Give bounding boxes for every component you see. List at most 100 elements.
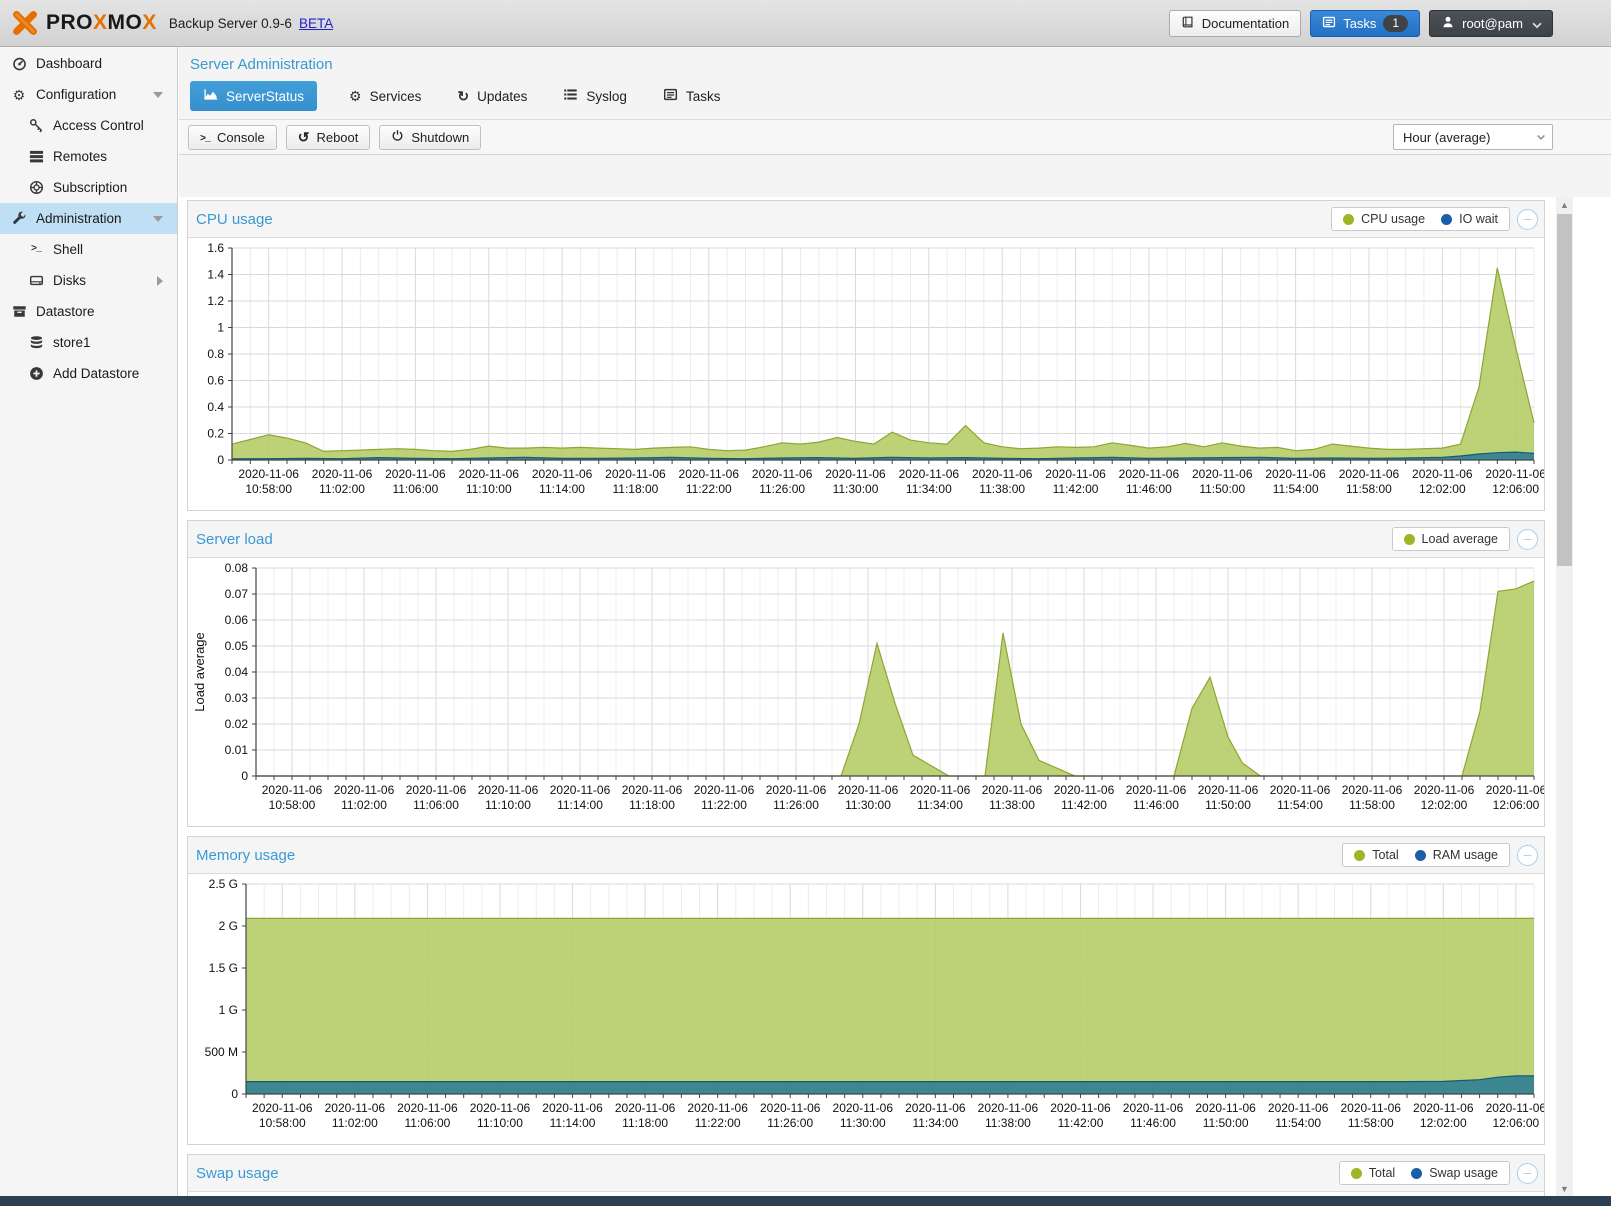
sidebar-item-subscription[interactable]: Subscription <box>0 172 177 203</box>
svg-text:12:06:00: 12:06:00 <box>1492 1116 1539 1130</box>
user-menu-button[interactable]: root@pam <box>1429 9 1553 37</box>
legend-item-io-wait[interactable]: IO wait <box>1441 212 1498 226</box>
svg-text:11:46:00: 11:46:00 <box>1126 482 1172 496</box>
svg-text:11:38:00: 11:38:00 <box>989 798 1035 812</box>
svg-text:2020-11-06: 2020-11-06 <box>679 467 740 481</box>
sidebar-item-label: Subscription <box>53 180 128 195</box>
tab-syslog[interactable]: Syslog <box>559 81 631 111</box>
chevron-down-icon <box>1530 131 1552 143</box>
reboot-button[interactable]: ↺ Reboot <box>285 124 371 150</box>
svg-text:1: 1 <box>217 321 224 335</box>
svg-text:0.01: 0.01 <box>225 743 249 757</box>
sidebar-item-disks[interactable]: Disks <box>0 265 177 296</box>
charts-region: CPU usage CPU usage IO wait – 0 0.2 0.4 0.6 0.8 1… <box>179 197 1611 1196</box>
tasks-button[interactable]: Tasks 1 <box>1310 9 1421 37</box>
area-chart-icon <box>203 87 218 105</box>
svg-text:2020-11-06: 2020-11-06 <box>1195 1101 1256 1115</box>
legend-item-ram-usage[interactable]: RAM usage <box>1414 848 1498 862</box>
panel-title: CPU usage <box>196 210 273 228</box>
svg-text:10:58:00: 10:58:00 <box>259 1116 306 1130</box>
tab-updates[interactable]: ↻ Updates <box>453 83 531 110</box>
svg-text:0.07: 0.07 <box>225 587 249 601</box>
panel-title: Swap usage <box>196 1164 279 1182</box>
collapse-panel-button[interactable]: – <box>1517 1162 1538 1184</box>
sidebar-item-store1[interactable]: store1 <box>0 327 177 358</box>
sidebar-item-label: Configuration <box>36 87 117 102</box>
legend-item-cpu-usage[interactable]: CPU usage <box>1343 212 1425 226</box>
sidebar-item-configuration[interactable]: ⚙ Configuration <box>0 79 177 110</box>
svg-text:2020-11-06: 2020-11-06 <box>1486 783 1544 797</box>
svg-text:Load average: Load average <box>192 632 207 712</box>
server-load-panel: Server load Load average – 0 0.01 0.02 0.03 0.0… <box>187 520 1545 827</box>
sidebar-item-datastore[interactable]: Datastore <box>0 296 177 327</box>
sidebar-item-shell[interactable]: >_ Shell <box>0 234 177 265</box>
legend-item-load-average[interactable]: Load average <box>1403 532 1498 546</box>
tab-tasks[interactable]: Tasks <box>659 81 725 111</box>
scroll-up-arrow[interactable]: ▲ <box>1560 199 1569 210</box>
sidebar-item-remotes[interactable]: Remotes <box>0 141 177 172</box>
console-button[interactable]: >_ Console <box>188 124 277 150</box>
cpu-usage-panel: CPU usage CPU usage IO wait – 0 0.2 0.4 0.6 0.8 1… <box>187 200 1545 511</box>
svg-text:2020-11-06: 2020-11-06 <box>825 467 886 481</box>
svg-text:2020-11-06: 2020-11-06 <box>1342 783 1403 797</box>
svg-text:2020-11-06: 2020-11-06 <box>1119 467 1180 481</box>
shutdown-button[interactable]: Shutdown <box>379 124 482 150</box>
svg-text:1.5 G: 1.5 G <box>209 961 238 975</box>
svg-text:11:42:00: 11:42:00 <box>1053 482 1099 496</box>
vertical-scrollbar[interactable]: ▲ ▼ <box>1556 197 1573 1196</box>
time-range-select[interactable]: Hour (average) <box>1393 124 1553 150</box>
svg-text:11:38:00: 11:38:00 <box>985 1116 1031 1130</box>
svg-text:0.05: 0.05 <box>225 639 249 653</box>
scroll-down-arrow[interactable]: ▼ <box>1560 1183 1569 1194</box>
gears-icon: ⚙ <box>349 87 362 104</box>
collapse-panel-button[interactable]: – <box>1517 844 1538 866</box>
power-icon <box>391 129 404 145</box>
collapse-panel-button[interactable]: – <box>1517 208 1538 230</box>
svg-text:2020-11-06: 2020-11-06 <box>687 1101 748 1115</box>
svg-text:2020-11-06: 2020-11-06 <box>1339 467 1400 481</box>
sidebar-item-administration[interactable]: Administration <box>0 203 177 234</box>
svg-text:2 G: 2 G <box>219 919 238 933</box>
svg-text:11:14:00: 11:14:00 <box>550 1116 596 1130</box>
svg-text:0.08: 0.08 <box>225 561 249 575</box>
svg-text:1 G: 1 G <box>219 1003 238 1017</box>
svg-text:2020-11-06: 2020-11-06 <box>752 467 813 481</box>
svg-text:2020-11-06: 2020-11-06 <box>1045 467 1106 481</box>
sidebar-item-add-datastore[interactable]: Add Datastore <box>0 358 177 389</box>
terminal-icon: >_ <box>30 244 42 255</box>
tab-services[interactable]: ⚙ Services <box>345 83 425 110</box>
svg-text:11:54:00: 11:54:00 <box>1277 798 1323 812</box>
svg-text:11:34:00: 11:34:00 <box>917 798 963 812</box>
expand-arrow-icon[interactable] <box>157 275 163 286</box>
tab-serverstatus[interactable]: ServerStatus <box>190 81 318 111</box>
svg-text:2020-11-06: 2020-11-06 <box>910 783 971 797</box>
legend-item-total[interactable]: Total <box>1354 848 1399 862</box>
beta-link[interactable]: BETA <box>298 15 334 31</box>
svg-text:2020-11-06: 2020-11-06 <box>905 1101 966 1115</box>
memory-usage-panel: Memory usage Total RAM usage – 0 500 M 1 G 1.5 … <box>187 836 1545 1145</box>
collapse-arrow-icon[interactable] <box>153 215 163 222</box>
svg-text:11:58:00: 11:58:00 <box>1348 1116 1394 1130</box>
svg-text:10:58:00: 10:58:00 <box>245 482 292 496</box>
sidebar-item-access-control[interactable]: Access Control <box>0 110 177 141</box>
proxmox-x-icon <box>13 11 37 35</box>
collapse-panel-button[interactable]: – <box>1517 528 1538 550</box>
svg-text:0: 0 <box>231 1087 238 1101</box>
svg-text:2020-11-06: 2020-11-06 <box>542 1101 603 1115</box>
book-icon <box>1181 15 1195 32</box>
legend-dot-icon <box>1411 1167 1423 1179</box>
svg-text:12:06:00: 12:06:00 <box>1493 798 1540 812</box>
svg-text:11:22:00: 11:22:00 <box>695 1116 741 1130</box>
scrollbar-thumb[interactable] <box>1557 214 1572 566</box>
svg-text:2020-11-06: 2020-11-06 <box>1412 467 1473 481</box>
svg-text:11:02:00: 11:02:00 <box>332 1116 378 1130</box>
sidebar-item-dashboard[interactable]: Dashboard <box>0 48 177 79</box>
collapse-arrow-icon[interactable] <box>153 91 163 98</box>
legend-item-swap-usage[interactable]: Swap usage <box>1411 1166 1498 1180</box>
svg-text:11:10:00: 11:10:00 <box>477 1116 523 1130</box>
server-load-chart: 0 0.01 0.02 0.03 0.04 0.05 0.06 0.07 0.08 2020-11… <box>188 557 1544 826</box>
documentation-button[interactable]: Documentation <box>1168 9 1302 37</box>
svg-text:11:42:00: 11:42:00 <box>1061 798 1107 812</box>
legend-item-total[interactable]: Total <box>1350 1166 1395 1180</box>
cpu-usage-chart: 0 0.2 0.4 0.6 0.8 1 1.2 1.4 1.6 2020-11-06 10:58:0… <box>188 237 1544 510</box>
